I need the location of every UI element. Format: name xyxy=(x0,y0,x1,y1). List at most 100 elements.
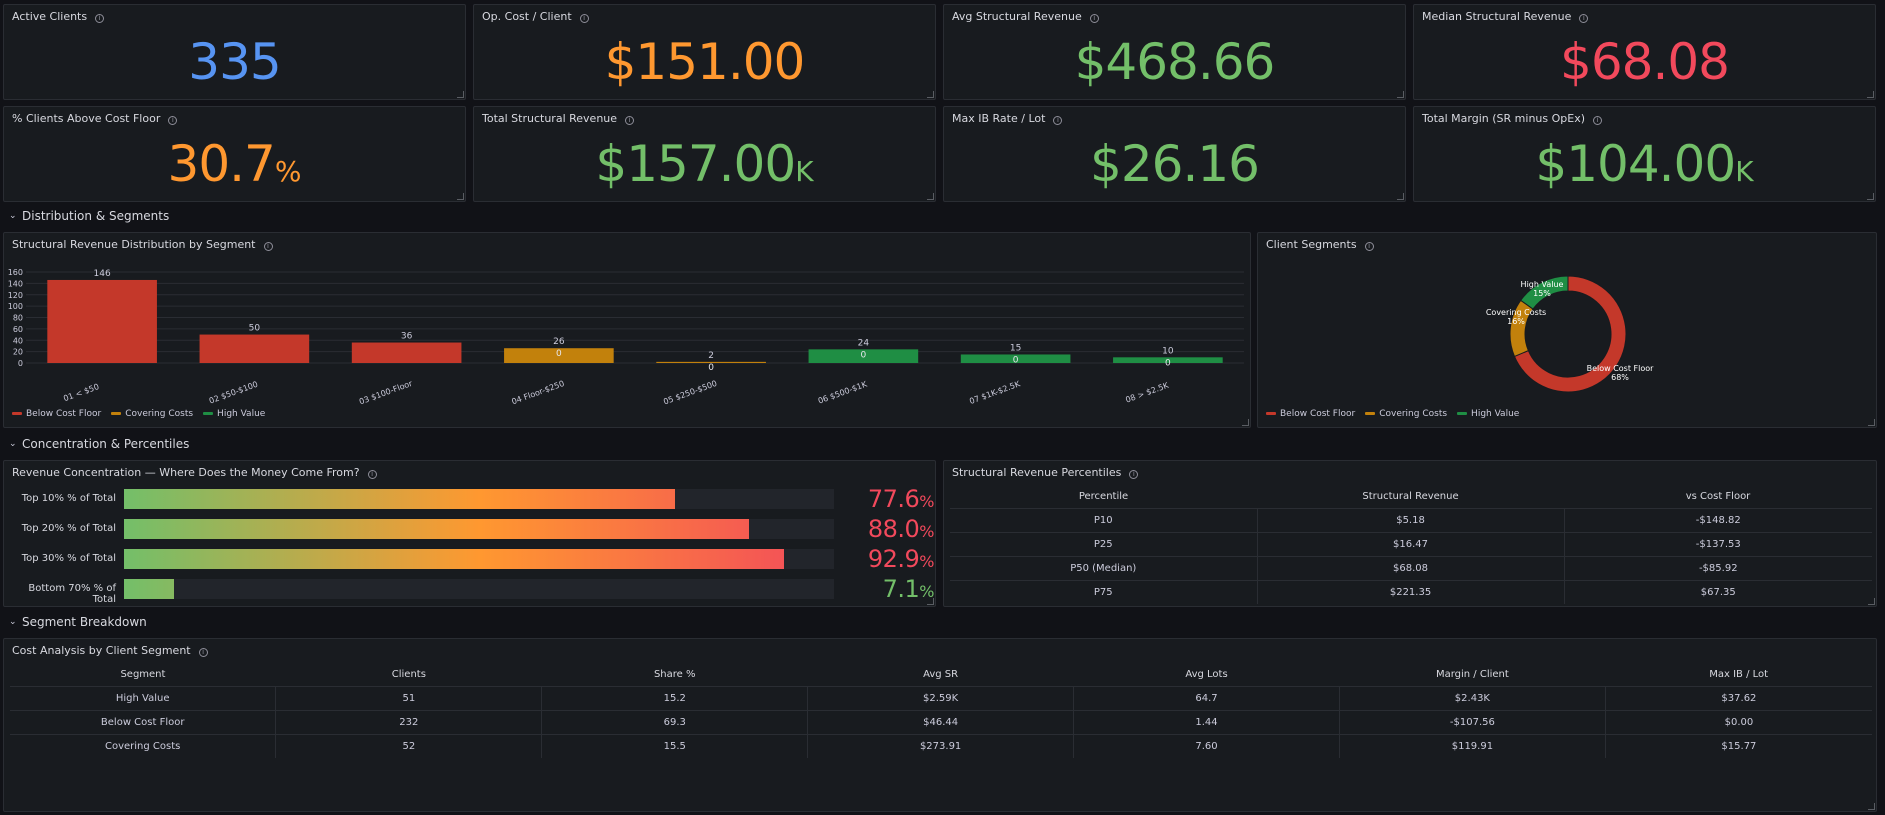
bar xyxy=(47,279,157,363)
legend-item-covering-costs[interactable]: Covering Costs xyxy=(111,409,193,419)
column-header[interactable]: Structural Revenue xyxy=(1362,491,1459,503)
info-icon[interactable]: i xyxy=(579,14,589,23)
row-header-distribution[interactable]: ⌄ Distribution & Segments xyxy=(0,209,1885,231)
chevron-down-icon[interactable]: ⌄ xyxy=(9,439,17,449)
x-tick-label: 04 Floor-$250 xyxy=(510,379,565,406)
stat-panel-median-sr[interactable]: Median Structural Revenue i $68.08 xyxy=(1413,4,1876,100)
table-cell: $221.35 xyxy=(1256,579,1565,604)
row-header-segment-breakdown[interactable]: ⌄ Segment Breakdown xyxy=(0,615,1885,637)
revenue-concentration-panel[interactable]: Revenue Concentration — Where Does the M… xyxy=(3,460,936,607)
bar-gauge-row[interactable]: Top 30% % of Total 92.9% xyxy=(4,545,935,573)
column-header[interactable]: Margin / Client xyxy=(1435,669,1509,681)
slice-label: Covering Costs xyxy=(1486,308,1546,317)
resize-handle-icon[interactable] xyxy=(1867,193,1874,200)
info-icon[interactable]: i xyxy=(1053,116,1063,125)
table-row: P75 $221.35 $67.35 xyxy=(950,579,1872,604)
info-icon[interactable]: i xyxy=(263,242,273,251)
panel-title: Median Structural Revenue i xyxy=(1422,10,1589,23)
resize-handle-icon[interactable] xyxy=(927,598,934,605)
bar-gauge-row[interactable]: Bottom 70% % of Total 7.1% xyxy=(4,575,935,605)
x-tick-label: 05 $250-$500 xyxy=(662,379,718,407)
bar-chart-panel[interactable]: Structural Revenue Distribution by Segme… xyxy=(3,232,1251,428)
x-tick-label: 07 $1K-$2.5K xyxy=(968,379,1022,406)
chevron-down-icon[interactable]: ⌄ xyxy=(9,211,17,221)
column-header[interactable]: Max IB / Lot xyxy=(1709,669,1769,681)
resize-handle-icon[interactable] xyxy=(1868,419,1875,426)
client-segments-panel[interactable]: Client Segments i Below Cost Floor 68% Cove… xyxy=(1257,232,1877,428)
y-tick-label: 60 xyxy=(13,325,23,334)
panel-title: Avg Structural Revenue i xyxy=(952,10,1099,23)
info-icon[interactable]: i xyxy=(95,14,105,23)
column-header[interactable]: Avg Lots xyxy=(1185,669,1228,681)
bar-gauge-label: Top 20% % of Total xyxy=(21,523,116,534)
stat-value: 30.7% xyxy=(167,135,302,193)
table-cell: -$137.53 xyxy=(1563,531,1872,556)
info-icon[interactable]: i xyxy=(625,116,635,125)
column-header[interactable]: Segment xyxy=(120,669,166,681)
table-cell: P25 xyxy=(950,531,1258,556)
y-tick-label: 80 xyxy=(13,314,23,323)
info-icon[interactable]: i xyxy=(367,470,377,479)
y-tick-label: 0 xyxy=(18,359,23,368)
table-row: Below Cost Floor 232 69.3 $46.44 1.44 -$… xyxy=(10,709,1872,734)
info-icon[interactable]: i xyxy=(1364,242,1374,251)
column-header[interactable]: Share % xyxy=(653,669,696,681)
info-icon[interactable]: i xyxy=(168,116,178,125)
stat-panel-total-margin[interactable]: Total Margin (SR minus OpEx) i $104.00K xyxy=(1413,106,1876,202)
table-cell: -$148.82 xyxy=(1563,507,1872,532)
bar-gauge-row[interactable]: Top 20% % of Total 88.0% xyxy=(4,515,935,543)
panel-title: Max IB Rate / Lot i xyxy=(952,112,1063,125)
table-cell: 52 xyxy=(275,733,542,758)
legend-item-high-value[interactable]: High Value xyxy=(1457,409,1519,419)
column-header[interactable]: Clients xyxy=(391,669,426,681)
bar xyxy=(960,354,1071,363)
info-icon[interactable]: i xyxy=(1593,116,1603,125)
slice-percent: 16% xyxy=(1507,317,1525,326)
stat-panel-avg-sr[interactable]: Avg Structural Revenue i $468.66 xyxy=(943,4,1406,100)
table-cell: 15.2 xyxy=(541,685,808,710)
stat-panel-op-cost[interactable]: Op. Cost / Client i $151.00 xyxy=(473,4,936,100)
stat-value: $468.66 xyxy=(1074,33,1276,91)
legend-item-below-cost-floor[interactable]: Below Cost Floor xyxy=(12,409,101,419)
resize-handle-icon[interactable] xyxy=(457,91,464,98)
y-tick-label: 100 xyxy=(8,302,23,311)
bar-gauge-row[interactable]: Top 10% % of Total 77.6% xyxy=(4,485,935,513)
table-cell: Below Cost Floor xyxy=(10,709,276,734)
percentiles-panel[interactable]: Structural Revenue Percentiles i Percenti… xyxy=(943,460,1877,607)
stat-value: $157.00K xyxy=(595,135,814,193)
resize-handle-icon[interactable] xyxy=(927,91,934,98)
table-row: P25 $16.47 -$137.53 xyxy=(950,531,1872,556)
resize-handle-icon[interactable] xyxy=(1242,419,1249,426)
resize-handle-icon[interactable] xyxy=(927,193,934,200)
column-header[interactable]: Avg SR xyxy=(923,669,959,681)
row-header-concentration[interactable]: ⌄ Concentration & Percentiles xyxy=(0,437,1885,459)
chevron-down-icon[interactable]: ⌄ xyxy=(9,617,17,627)
table-cell: 7.60 xyxy=(1073,733,1340,758)
legend-item-below-cost-floor[interactable]: Below Cost Floor xyxy=(1266,409,1355,419)
resize-handle-icon[interactable] xyxy=(1397,193,1404,200)
resize-handle-icon[interactable] xyxy=(1868,803,1875,810)
info-icon[interactable]: i xyxy=(1579,14,1589,23)
stat-panel-active-clients[interactable]: Active Clients i 335 xyxy=(3,4,466,100)
info-icon[interactable]: i xyxy=(1089,14,1099,23)
stat-panel-total-sr[interactable]: Total Structural Revenue i $157.00K xyxy=(473,106,936,202)
resize-handle-icon[interactable] xyxy=(1867,91,1874,98)
table-cell: $46.44 xyxy=(807,709,1074,734)
stat-panel-max-ib-rate[interactable]: Max IB Rate / Lot i $26.16 xyxy=(943,106,1406,202)
table-cell: 69.3 xyxy=(541,709,808,734)
table-cell: 232 xyxy=(275,709,542,734)
info-icon[interactable]: i xyxy=(198,648,208,657)
info-icon[interactable]: i xyxy=(1129,470,1139,479)
stat-panel-pct-above-floor[interactable]: % Clients Above Cost Floor i 30.7% xyxy=(3,106,466,202)
legend-item-covering-costs[interactable]: Covering Costs xyxy=(1365,409,1447,419)
bar-gauge-label: Top 10% % of Total xyxy=(21,493,116,504)
resize-handle-icon[interactable] xyxy=(1868,598,1875,605)
cost-analysis-panel[interactable]: Cost Analysis by Client Segment i Segment… xyxy=(3,638,1877,812)
resize-handle-icon[interactable] xyxy=(1397,91,1404,98)
table-cell: P75 xyxy=(950,579,1258,604)
legend-item-high-value[interactable]: High Value xyxy=(203,409,265,419)
column-header[interactable]: vs Cost Floor xyxy=(1685,491,1751,503)
resize-handle-icon[interactable] xyxy=(457,193,464,200)
table-cell: 51 xyxy=(275,685,542,710)
column-header[interactable]: Percentile xyxy=(1078,491,1129,503)
